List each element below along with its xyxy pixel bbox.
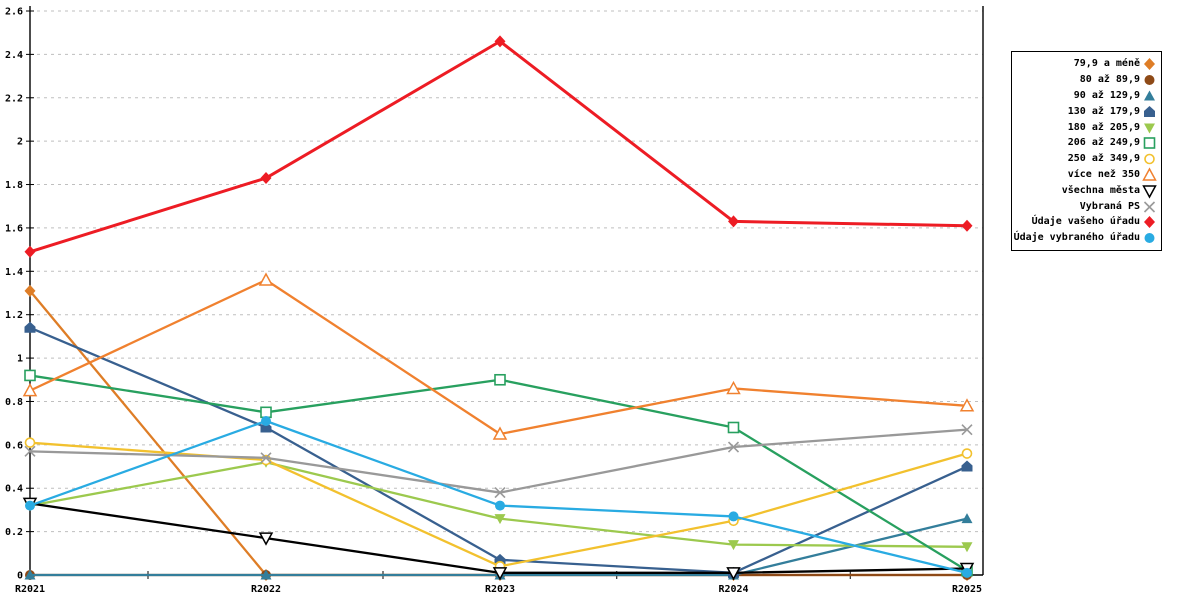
triangle-down-marker-icon bbox=[1143, 121, 1156, 134]
y-tick-label: 1.4 bbox=[5, 267, 23, 278]
y-tick-label: 0.8 bbox=[5, 397, 23, 408]
legend-item: 80 až 89,9 bbox=[1015, 72, 1156, 88]
circle-open-marker-icon bbox=[1143, 152, 1156, 165]
legend-item: 250 až 349,9 bbox=[1015, 151, 1156, 167]
legend-label: 79,9 a méně bbox=[1073, 58, 1140, 70]
legend-label: více než 350 bbox=[1067, 168, 1140, 180]
y-tick-label: 0 bbox=[17, 571, 23, 582]
triangle-up-marker-icon bbox=[1143, 89, 1156, 102]
legend-label: Vybraná PS bbox=[1079, 200, 1140, 212]
y-tick-label: 2 bbox=[17, 137, 23, 148]
y-tick-label: 1.8 bbox=[5, 180, 23, 191]
legend-label: všechna města bbox=[1061, 184, 1140, 196]
series-9 bbox=[24, 424, 973, 499]
circle-marker-icon bbox=[1143, 73, 1156, 86]
legend-item: Vybraná PS bbox=[1015, 198, 1156, 214]
legend-label: 250 až 349,9 bbox=[1067, 153, 1140, 165]
y-tick-label: 0.6 bbox=[5, 440, 23, 451]
legend-label: 80 až 89,9 bbox=[1079, 74, 1140, 86]
y-tick-label: 1.2 bbox=[5, 310, 23, 321]
series-11 bbox=[25, 415, 972, 578]
legend-label: 90 až 129,9 bbox=[1073, 89, 1140, 101]
x-tick-label: R2023 bbox=[485, 584, 515, 595]
y-tick-label: 1.6 bbox=[5, 223, 23, 234]
legend-item: 180 až 205,9 bbox=[1015, 119, 1156, 135]
line-chart: 0 0.2 0.4 0.6 0.8 1 1.2 1.4 1.6 1.8 2 2.2 2.4 2.6 R202… bbox=[5, 6, 984, 595]
legend-item: všechna města bbox=[1015, 182, 1157, 199]
diamond-marker-icon bbox=[1143, 57, 1156, 71]
series-7 bbox=[22, 272, 975, 440]
pentagon-marker-icon bbox=[1143, 105, 1156, 118]
triangle-up-open-marker-icon bbox=[1142, 167, 1157, 181]
legend-item: Údaje vašeho úřadu bbox=[1015, 214, 1156, 230]
legend: 79,9 a méně 80 až 89,9 90 až 129,9 130 a… bbox=[1011, 51, 1162, 251]
square-open-marker-icon bbox=[1143, 136, 1156, 150]
legend-item: 90 až 129,9 bbox=[1015, 88, 1156, 104]
legend-item: více než 350 bbox=[1015, 167, 1157, 183]
legend-item: Údaje vybraného úřadu bbox=[1013, 230, 1156, 246]
legend-item: 79,9 a méně bbox=[1015, 56, 1156, 72]
legend-item: 130 až 179,9 bbox=[1015, 103, 1156, 119]
legend-label: Údaje vybraného úřadu bbox=[1013, 232, 1140, 244]
y-tick-label: 0.4 bbox=[5, 484, 23, 495]
circle-marker-icon bbox=[1143, 231, 1156, 244]
y-tick-label: 2.4 bbox=[5, 50, 23, 61]
x-tick-label: R2022 bbox=[251, 584, 281, 595]
legend-label: 180 až 205,9 bbox=[1067, 121, 1140, 133]
y-tick-label: 1 bbox=[17, 354, 23, 365]
y-tick-label: 2.6 bbox=[5, 7, 23, 18]
y-tick-label: 2.2 bbox=[5, 93, 23, 104]
x-tick-label: R2024 bbox=[718, 584, 748, 595]
legend-label: Údaje vašeho úřadu bbox=[1031, 216, 1140, 228]
legend-label: 130 až 179,9 bbox=[1067, 105, 1140, 117]
series-10 bbox=[24, 35, 973, 258]
triangle-down-open-marker-icon bbox=[1142, 184, 1157, 199]
diamond-marker-icon bbox=[1143, 215, 1156, 229]
x-tick-label: R2021 bbox=[15, 584, 45, 595]
y-tick-label: 0.2 bbox=[5, 527, 23, 538]
legend-item: 206 až 249,9 bbox=[1015, 135, 1156, 151]
x-tick-label: R2025 bbox=[952, 584, 982, 595]
legend-label: 206 až 249,9 bbox=[1067, 137, 1140, 149]
x-marker-icon bbox=[1143, 200, 1156, 213]
